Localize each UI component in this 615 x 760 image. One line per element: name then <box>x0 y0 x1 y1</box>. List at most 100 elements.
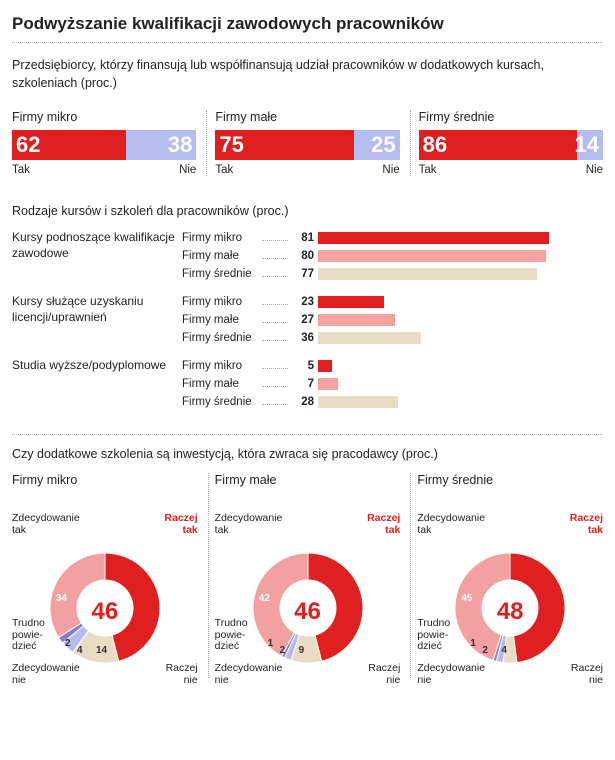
row-bar <box>318 296 603 308</box>
stack-no: 14 <box>577 130 603 160</box>
row-group-label: Kursy służące uzyskaniu licencji/uprawni… <box>12 294 182 348</box>
row-group: Kursy podnoszące kwalifikacje zawodowe F… <box>12 230 603 284</box>
stack-bar: 86 14 <box>419 130 603 160</box>
intro-text: Przedsiębiorcy, którzy finansują lub wsp… <box>12 57 603 92</box>
row-bar <box>318 314 603 326</box>
bar-row: Firmy małe 27 <box>182 312 603 328</box>
row-bar-fill <box>318 360 332 372</box>
stack-yn: Tak Nie <box>12 164 196 176</box>
yes-label: Tak <box>419 164 437 176</box>
donut-heading: Czy dodatkowe szkolenia są inwestycją, k… <box>12 447 603 461</box>
stacked-bars: Firmy mikro 62 38 Tak Nie Firmy małe 75 … <box>12 110 603 176</box>
rows-heading: Rodzaje kursów i szkoleń dla pracowników… <box>12 204 603 218</box>
stack-yes: 75 <box>215 130 353 160</box>
bar-row: Firmy mikro 23 <box>182 294 603 310</box>
stack-yes: 86 <box>419 130 578 160</box>
row-val: 7 <box>292 378 318 390</box>
row-group: Kursy służące uzyskaniu licencji/uprawni… <box>12 294 603 348</box>
pct-zdec-tak: 34 <box>56 593 67 604</box>
donut-col: Firmy średnie 48 Zdecydowanie tak Raczej… <box>410 473 603 678</box>
stack-label: Firmy średnie <box>419 110 603 124</box>
stack-label: Firmy mikro <box>12 110 196 124</box>
row-bar-fill <box>318 232 549 244</box>
donut-main-pct: 48 <box>497 598 524 626</box>
row-val: 27 <box>292 314 318 326</box>
bar-row: Firmy małe 7 <box>182 376 603 392</box>
row-bar-fill <box>318 378 338 390</box>
pct-zdec-tak: 45 <box>461 593 472 604</box>
row-bar <box>318 360 603 372</box>
stack-yn: Tak Nie <box>215 164 399 176</box>
row-group-rows: Firmy mikro 23 Firmy małe 27 Firmy średn… <box>182 294 603 348</box>
row-bar <box>318 378 603 390</box>
pct-zdec-nie: 4 <box>77 645 83 656</box>
stack-bar: 62 38 <box>12 130 196 160</box>
donut-label: Firmy małe <box>215 473 401 487</box>
row-group-label: Kursy podnoszące kwalifikacje zawodowe <box>12 230 182 284</box>
lbl-zdec-tak: Zdecydowanie tak <box>417 513 497 536</box>
row-val: 77 <box>292 268 318 280</box>
lbl-raczej-tak: Raczejtak <box>148 513 198 536</box>
lbl-zdec-tak: Zdecydowanie tak <box>215 513 295 536</box>
pct-trudno: 1 <box>268 638 274 649</box>
stack-no: 38 <box>126 130 196 160</box>
row-group-label: Studia wyższe/podyplomowe <box>12 358 182 412</box>
row-bar <box>318 232 603 244</box>
lbl-raczej-tak: Raczejtak <box>553 513 603 536</box>
lbl-zdec-nie: Zdecydowanienie <box>215 663 295 686</box>
row-firm: Firmy średnie <box>182 268 292 280</box>
no-label: Nie <box>179 164 196 176</box>
row-val: 5 <box>292 360 318 372</box>
row-firm: Firmy mikro <box>182 360 292 372</box>
pct-trudno: 2 <box>65 638 71 649</box>
donut-main-pct: 46 <box>91 598 118 626</box>
bar-row: Firmy średnie 28 <box>182 394 603 410</box>
row-val: 81 <box>292 232 318 244</box>
no-label: Nie <box>382 164 399 176</box>
row-bar <box>318 250 603 262</box>
lbl-zdec-tak: Zdecydowanie tak <box>12 513 92 536</box>
page-title: Podwyższanie kwalifikacji zawodowych pra… <box>12 14 603 43</box>
lbl-raczej-nie: Raczejnie <box>553 663 603 686</box>
donut-wrap: 46 Zdecydowanie tak Raczejtak Trudno pow… <box>215 493 401 678</box>
row-bar <box>318 396 603 408</box>
row-firm: Firmy małe <box>182 314 292 326</box>
row-firm: Firmy mikro <box>182 296 292 308</box>
bar-row: Firmy małe 80 <box>182 248 603 264</box>
pct-raczej-nie: 14 <box>96 645 107 656</box>
donut-main-pct: 46 <box>294 598 321 626</box>
row-group-rows: Firmy mikro 81 Firmy małe 80 Firmy średn… <box>182 230 603 284</box>
lbl-raczej-tak: Raczejtak <box>350 513 400 536</box>
bar-row: Firmy mikro 5 <box>182 358 603 374</box>
donut-grid: Firmy mikro 46 Zdecydowanie tak Raczejta… <box>12 473 603 678</box>
no-label: Nie <box>586 164 603 176</box>
row-bar-fill <box>318 396 398 408</box>
donut-label: Firmy mikro <box>12 473 198 487</box>
stack-yn: Tak Nie <box>419 164 603 176</box>
bar-row: Firmy średnie 77 <box>182 266 603 282</box>
row-group-rows: Firmy mikro 5 Firmy małe 7 Firmy średnie… <box>182 358 603 412</box>
row-bar <box>318 268 603 280</box>
row-firm: Firmy średnie <box>182 396 292 408</box>
donut-wrap: 48 Zdecydowanie tak Raczejtak Trudno pow… <box>417 493 603 678</box>
row-firm: Firmy średnie <box>182 332 292 344</box>
lbl-raczej-nie: Raczejnie <box>350 663 400 686</box>
row-val: 80 <box>292 250 318 262</box>
lbl-zdec-nie: Zdecydowanienie <box>417 663 497 686</box>
row-group: Studia wyższe/podyplomowe Firmy mikro 5 … <box>12 358 603 412</box>
row-val: 28 <box>292 396 318 408</box>
lbl-zdec-nie: Zdecydowanienie <box>12 663 92 686</box>
stack-label: Firmy małe <box>215 110 399 124</box>
pct-raczej-nie: 9 <box>299 645 305 656</box>
lbl-trudno: Trudno powie-dzieć <box>417 618 465 653</box>
pct-zdec-tak: 42 <box>259 593 270 604</box>
row-bar-fill <box>318 314 395 326</box>
yes-label: Tak <box>215 164 233 176</box>
pct-raczej-nie: 4 <box>501 645 507 656</box>
stack-col: Firmy małe 75 25 Tak Nie <box>206 110 399 176</box>
horizontal-rows: Kursy podnoszące kwalifikacje zawodowe F… <box>12 230 603 412</box>
bar-row: Firmy mikro 81 <box>182 230 603 246</box>
donut-wrap: 46 Zdecydowanie tak Raczejtak Trudno pow… <box>12 493 198 678</box>
row-bar-fill <box>318 250 546 262</box>
row-firm: Firmy małe <box>182 378 292 390</box>
